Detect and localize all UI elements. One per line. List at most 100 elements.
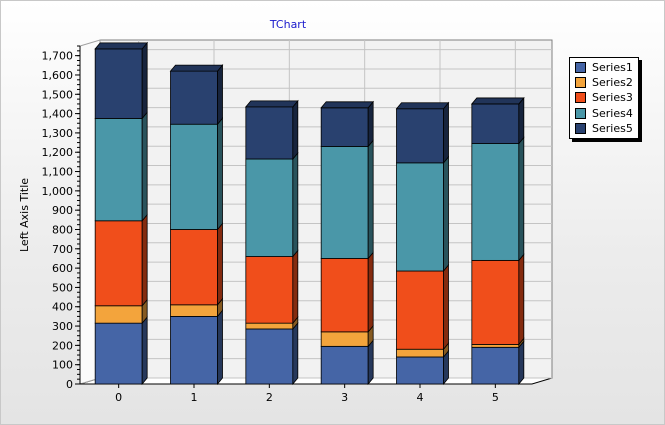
x-tick-label: 4 <box>417 391 424 404</box>
bar-series2-3 <box>320 331 369 347</box>
bar-series3-3-side <box>367 251 374 333</box>
y-tick-label: 1,600 <box>42 69 74 82</box>
legend-label: Series3 <box>592 91 633 105</box>
bar-series3-4 <box>396 270 444 350</box>
y-tick-label: 400 <box>52 301 73 314</box>
bar-series4-5-side <box>518 136 525 262</box>
bar-series1-5-side <box>518 340 525 386</box>
bar-series5-4-top <box>395 102 450 110</box>
bar-series5-2-top <box>244 100 299 108</box>
legend-item: Series1 <box>575 60 638 75</box>
bar-series5-1-side <box>217 64 223 126</box>
bar-series1-4 <box>396 356 444 385</box>
bar-series3-1-side <box>217 222 223 306</box>
y-tick-label: 1,100 <box>42 166 74 179</box>
y-tick-label: 100 <box>52 359 73 372</box>
bar-series3-2 <box>245 256 294 324</box>
bar-series3-2-side <box>292 249 299 325</box>
bar-series3-0-side <box>141 213 148 307</box>
y-tick-label: 900 <box>52 204 73 217</box>
legend-item: Series3 <box>575 90 638 105</box>
y-axis-title: Left Axis Title <box>18 178 31 252</box>
y-tick-label: 1,200 <box>42 146 74 159</box>
bar-series3-5-side <box>518 253 525 346</box>
bar-series1-2 <box>245 328 294 385</box>
bar-series1-1-side <box>217 309 223 386</box>
bar-series1-2-side <box>292 321 299 386</box>
legend-swatch <box>575 62 586 74</box>
legend-item: Series4 <box>575 106 638 121</box>
x-tick-label: 0 <box>115 391 122 404</box>
bar-series2-4 <box>396 348 444 358</box>
y-tick-label: 1,000 <box>42 185 74 198</box>
bar-series3-0 <box>94 220 143 307</box>
bar-series4-3-side <box>367 139 374 260</box>
bar-series5-3-top <box>320 101 375 109</box>
legend-label: Series4 <box>592 106 633 120</box>
bar-series5-5-top <box>470 97 525 105</box>
x-tick-label: 5 <box>492 391 499 404</box>
bar-series4-5 <box>471 143 520 261</box>
bar-series5-4-side <box>443 101 449 164</box>
bar-series1-0 <box>94 322 143 385</box>
bar-series5-2-side <box>292 99 299 161</box>
bar-series5-2 <box>245 106 294 160</box>
bar-series5-0-top <box>94 42 149 50</box>
bar-series2-5 <box>471 344 520 348</box>
bar-series3-1 <box>170 229 218 306</box>
bar-series5-0 <box>94 48 143 119</box>
bar-series4-2 <box>245 158 294 257</box>
y-tick-label: 800 <box>52 223 73 236</box>
x-tick-label: 2 <box>266 391 273 404</box>
bar-series5-1-top <box>169 64 224 72</box>
bar-series4-1-side <box>217 117 223 231</box>
bar-series5-0-side <box>141 41 148 120</box>
bar-series5-4 <box>396 108 444 164</box>
bar-series5-3 <box>320 107 369 147</box>
legend-swatch <box>575 92 586 104</box>
y-tick-label: 300 <box>52 320 73 333</box>
bar-series1-3-side <box>367 339 374 386</box>
y-tick-label: 1,700 <box>42 50 74 63</box>
bar-series4-3 <box>320 146 369 259</box>
bar-series5-1 <box>170 70 218 125</box>
y-tick-label: 1,300 <box>42 127 74 140</box>
y-tick-label: 600 <box>52 262 73 275</box>
bar-series1-0-side <box>141 316 148 386</box>
y-tick-label: 0 <box>66 378 73 391</box>
y-tick-label: 1,400 <box>42 108 74 121</box>
bar-series4-1 <box>170 123 218 230</box>
legend-item: Series5 <box>575 121 638 136</box>
bar-series4-4-side <box>443 155 449 273</box>
bar-series3-4-side <box>443 263 449 351</box>
legend-label: Series2 <box>592 76 633 90</box>
x-tick-label: 1 <box>191 391 198 404</box>
bar-series3-3 <box>320 258 369 333</box>
bar-series2-0 <box>94 305 143 324</box>
bar-series1-1 <box>170 315 218 385</box>
y-tick-label: 1,500 <box>42 88 74 101</box>
legend-swatch <box>575 77 586 89</box>
bar-series4-4 <box>396 162 444 272</box>
bar-series5-5 <box>471 103 520 144</box>
bar-series5-3-side <box>367 100 374 148</box>
bar-series4-0-side <box>141 111 148 222</box>
bar-series5-5-side <box>518 96 525 145</box>
bar-series1-5 <box>471 346 520 385</box>
legend-label: Series5 <box>592 121 633 135</box>
legend-swatch <box>575 122 586 134</box>
y-tick-label: 500 <box>52 281 73 294</box>
y-tick-label: 700 <box>52 243 73 256</box>
legend-swatch <box>575 107 586 119</box>
bar-series2-2 <box>245 322 294 330</box>
bar-series2-1 <box>170 304 218 317</box>
bar-series3-5 <box>471 259 520 345</box>
x-tick-label: 3 <box>341 391 348 404</box>
y-tick-label: 200 <box>52 339 73 352</box>
chart-title: TChart <box>269 18 307 31</box>
bar-series4-2-side <box>292 151 299 258</box>
bar-series1-3 <box>320 345 369 385</box>
bar-series4-0 <box>94 118 143 222</box>
legend-label: Series1 <box>592 61 633 75</box>
